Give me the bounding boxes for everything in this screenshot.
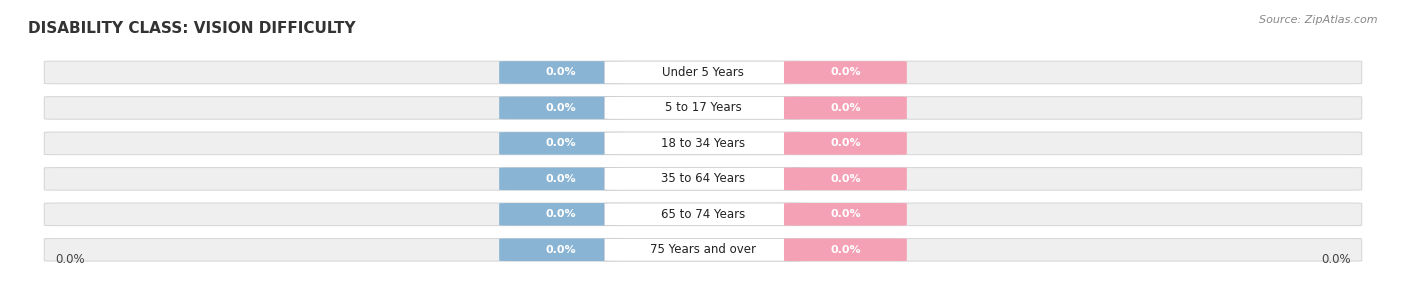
Text: 75 Years and over: 75 Years and over (650, 243, 756, 256)
Text: 65 to 74 Years: 65 to 74 Years (661, 208, 745, 221)
Text: 0.0%: 0.0% (830, 245, 860, 255)
Text: 0.0%: 0.0% (830, 209, 860, 219)
Text: 35 to 64 Years: 35 to 64 Years (661, 172, 745, 185)
Text: 0.0%: 0.0% (546, 103, 576, 113)
FancyBboxPatch shape (605, 61, 801, 84)
Text: Under 5 Years: Under 5 Years (662, 66, 744, 79)
Text: 5 to 17 Years: 5 to 17 Years (665, 102, 741, 114)
Text: 18 to 34 Years: 18 to 34 Years (661, 137, 745, 150)
FancyBboxPatch shape (785, 239, 907, 261)
FancyBboxPatch shape (45, 168, 1361, 190)
FancyBboxPatch shape (499, 203, 621, 226)
FancyBboxPatch shape (605, 239, 801, 261)
Text: 0.0%: 0.0% (546, 209, 576, 219)
FancyBboxPatch shape (499, 168, 621, 190)
FancyBboxPatch shape (785, 61, 907, 84)
FancyBboxPatch shape (605, 132, 801, 155)
FancyBboxPatch shape (499, 239, 621, 261)
FancyBboxPatch shape (605, 168, 801, 190)
Text: 0.0%: 0.0% (830, 103, 860, 113)
FancyBboxPatch shape (45, 203, 1361, 226)
FancyBboxPatch shape (605, 97, 801, 119)
Text: Source: ZipAtlas.com: Source: ZipAtlas.com (1260, 15, 1378, 25)
Text: 0.0%: 0.0% (1322, 253, 1351, 266)
Text: DISABILITY CLASS: VISION DIFFICULTY: DISABILITY CLASS: VISION DIFFICULTY (28, 21, 356, 36)
FancyBboxPatch shape (499, 132, 621, 155)
FancyBboxPatch shape (785, 203, 907, 226)
FancyBboxPatch shape (785, 97, 907, 119)
FancyBboxPatch shape (785, 132, 907, 155)
FancyBboxPatch shape (45, 132, 1361, 155)
Text: 0.0%: 0.0% (830, 67, 860, 78)
Text: 0.0%: 0.0% (55, 253, 84, 266)
Text: 0.0%: 0.0% (546, 245, 576, 255)
Text: 0.0%: 0.0% (830, 174, 860, 184)
Text: 0.0%: 0.0% (546, 67, 576, 78)
FancyBboxPatch shape (45, 239, 1361, 261)
FancyBboxPatch shape (45, 61, 1361, 84)
FancyBboxPatch shape (785, 168, 907, 190)
FancyBboxPatch shape (605, 203, 801, 226)
Text: 0.0%: 0.0% (546, 138, 576, 148)
FancyBboxPatch shape (499, 97, 621, 119)
FancyBboxPatch shape (45, 97, 1361, 119)
Text: 0.0%: 0.0% (830, 138, 860, 148)
Text: 0.0%: 0.0% (546, 174, 576, 184)
FancyBboxPatch shape (499, 61, 621, 84)
